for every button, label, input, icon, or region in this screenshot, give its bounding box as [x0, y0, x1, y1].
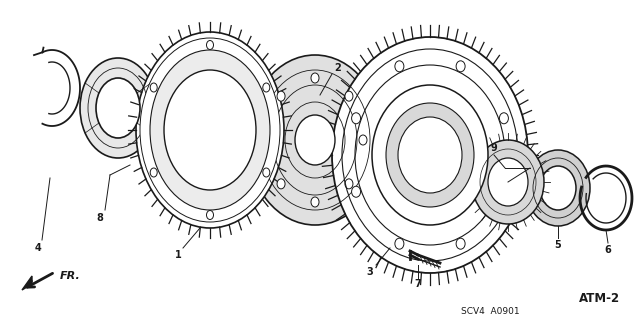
Ellipse shape: [351, 113, 360, 124]
Ellipse shape: [207, 211, 214, 220]
Ellipse shape: [311, 197, 319, 207]
Ellipse shape: [277, 91, 285, 101]
Ellipse shape: [395, 61, 404, 72]
Ellipse shape: [136, 32, 284, 228]
Ellipse shape: [472, 140, 544, 224]
Ellipse shape: [499, 186, 508, 197]
Text: 7: 7: [415, 279, 421, 289]
Ellipse shape: [488, 158, 528, 206]
Ellipse shape: [311, 73, 319, 83]
Ellipse shape: [456, 238, 465, 249]
Ellipse shape: [140, 38, 280, 222]
Ellipse shape: [526, 150, 590, 226]
Polygon shape: [22, 276, 32, 290]
Text: 8: 8: [97, 213, 104, 223]
Text: 2: 2: [335, 63, 341, 73]
Ellipse shape: [395, 238, 404, 249]
Ellipse shape: [345, 179, 353, 189]
Ellipse shape: [247, 55, 383, 225]
Text: 6: 6: [605, 245, 611, 255]
Ellipse shape: [540, 166, 576, 210]
Ellipse shape: [150, 168, 157, 177]
Text: SCV4  A0901: SCV4 A0901: [461, 308, 519, 316]
Ellipse shape: [207, 41, 214, 50]
Ellipse shape: [372, 85, 488, 225]
Text: 5: 5: [555, 240, 561, 250]
Ellipse shape: [150, 83, 157, 92]
Ellipse shape: [80, 58, 156, 158]
Ellipse shape: [398, 117, 462, 193]
Ellipse shape: [499, 113, 508, 124]
Ellipse shape: [263, 168, 270, 177]
Ellipse shape: [263, 135, 271, 145]
Ellipse shape: [359, 135, 367, 145]
Ellipse shape: [263, 83, 270, 92]
Ellipse shape: [295, 115, 335, 165]
Text: ATM-2: ATM-2: [579, 292, 620, 305]
Text: 3: 3: [367, 267, 373, 277]
Ellipse shape: [456, 61, 465, 72]
Text: 9: 9: [491, 143, 497, 153]
Ellipse shape: [332, 37, 528, 273]
Text: FR.: FR.: [60, 271, 81, 281]
Text: 4: 4: [35, 243, 42, 253]
Text: 1: 1: [175, 250, 181, 260]
Ellipse shape: [164, 70, 256, 190]
Ellipse shape: [277, 179, 285, 189]
Ellipse shape: [386, 103, 474, 207]
Ellipse shape: [96, 78, 140, 138]
Ellipse shape: [150, 50, 270, 210]
Ellipse shape: [345, 91, 353, 101]
Ellipse shape: [351, 186, 360, 197]
